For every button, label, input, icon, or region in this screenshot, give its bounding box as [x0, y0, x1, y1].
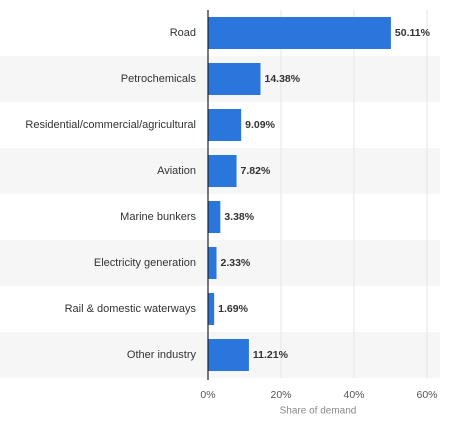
x-tick-label: 20%	[270, 389, 291, 401]
y-tick-label: Other industry	[127, 349, 197, 361]
x-axis-title: Share of demand	[280, 406, 357, 417]
bar	[208, 155, 237, 187]
value-label: 14.38%	[264, 73, 300, 85]
bar	[208, 247, 217, 279]
y-tick-label: Aviation	[157, 165, 196, 177]
y-tick-label: Petrochemicals	[121, 73, 197, 85]
x-tick-label: 60%	[416, 389, 437, 401]
y-tick-label: Marine bunkers	[120, 211, 196, 223]
value-label: 7.82%	[241, 165, 271, 177]
y-tick-label: Road	[170, 27, 196, 39]
row-band	[0, 240, 440, 286]
value-label: 50.11%	[395, 27, 431, 39]
bar	[208, 17, 391, 49]
value-label: 9.09%	[245, 119, 275, 131]
value-label: 1.69%	[218, 303, 248, 315]
bar	[208, 109, 242, 141]
y-tick-label: Residential/commercial/agricultural	[25, 119, 196, 131]
bar	[208, 63, 261, 95]
value-label: 2.33%	[221, 257, 251, 269]
value-label: 3.38%	[224, 211, 254, 223]
bar	[208, 201, 221, 233]
bar	[208, 293, 215, 325]
y-tick-label: Rail & domestic waterways	[65, 303, 197, 315]
x-tick-label: 40%	[343, 389, 364, 401]
bar	[208, 339, 249, 371]
x-tick-label: 0%	[200, 389, 215, 401]
y-tick-label: Electricity generation	[94, 257, 196, 269]
value-label: 11.21%	[253, 349, 289, 361]
